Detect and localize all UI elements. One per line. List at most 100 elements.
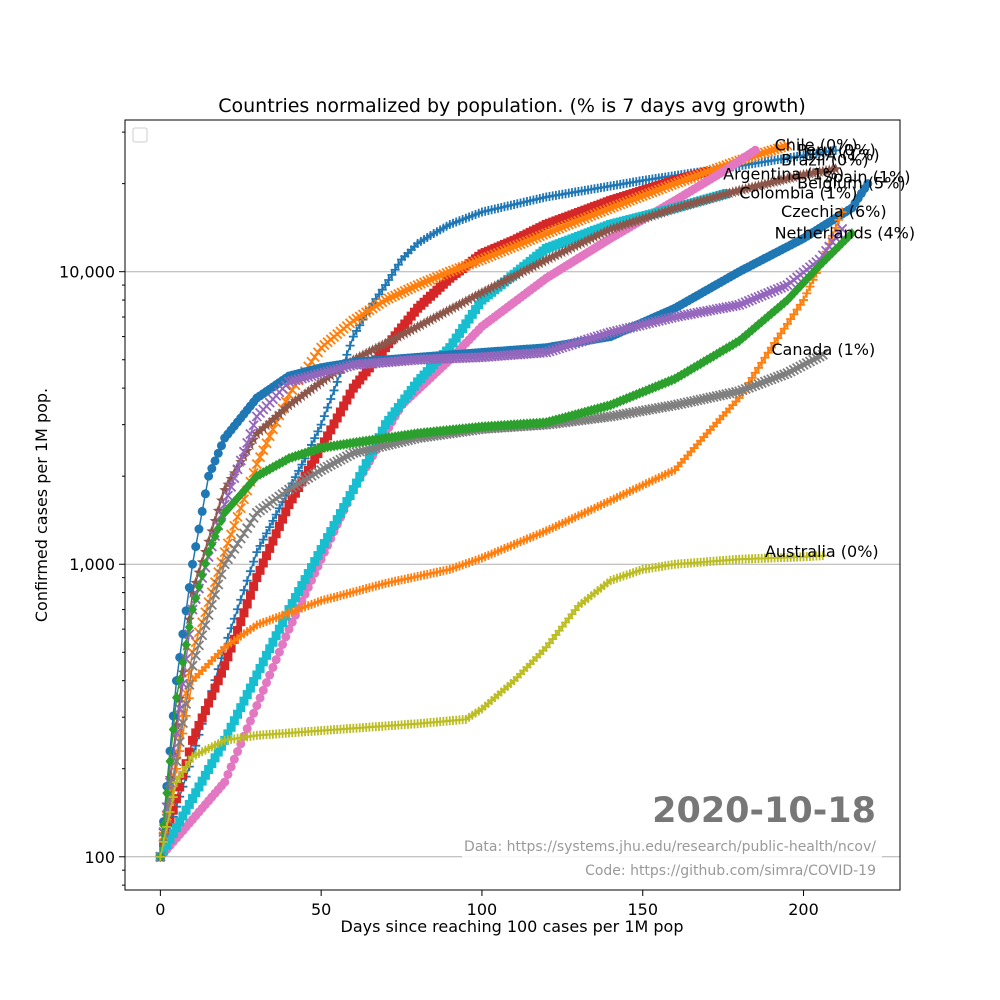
series-marker: [339, 503, 349, 513]
series-marker: [387, 270, 397, 280]
series-marker: [238, 528, 250, 539]
series-marker: [389, 332, 401, 344]
series-marker: [225, 472, 237, 484]
series-marker: [390, 265, 400, 275]
series-marker: [168, 805, 178, 815]
series-marker: [669, 178, 681, 189]
series-marker: [278, 514, 288, 524]
series-marker: [219, 546, 230, 558]
series-marker: [576, 214, 587, 225]
series-marker: [631, 193, 642, 204]
y-axis-title: Confirmed cases per 1M pop.: [32, 388, 51, 622]
series-marker: [794, 169, 806, 181]
series-marker: [669, 202, 681, 214]
series-marker: [226, 643, 236, 653]
series-marker: [646, 209, 658, 221]
series-marker: [656, 206, 668, 218]
series-marker: [271, 510, 281, 520]
series-marker: [197, 569, 207, 581]
y-tick-label: 100: [84, 848, 115, 867]
series-marker: [236, 703, 246, 713]
series-marker: [692, 170, 703, 181]
series-marker: [663, 180, 674, 192]
series-marker: [775, 174, 787, 186]
series-marker: [643, 210, 655, 222]
series-marker: [791, 170, 803, 182]
series-marker: [734, 386, 745, 397]
series-marker: [445, 343, 455, 353]
series-marker: [252, 547, 262, 557]
series-marker: [270, 410, 282, 422]
series-marker: [235, 455, 246, 466]
series-marker: [750, 145, 760, 155]
series-marker: [608, 222, 620, 234]
series-marker: [547, 345, 558, 356]
series-marker: [310, 557, 320, 567]
series-marker: [614, 220, 626, 232]
series-marker: [204, 764, 214, 774]
series-marker: [402, 325, 414, 337]
series-marker: [779, 281, 790, 292]
series-marker: [196, 556, 208, 568]
series-marker: [434, 308, 446, 320]
series-marker: [685, 172, 697, 183]
series-marker: [409, 281, 420, 292]
series-marker: [553, 343, 565, 354]
series-marker: [178, 811, 188, 821]
series-marker: [251, 458, 262, 470]
series-marker: [329, 419, 339, 429]
series-marker: [323, 403, 333, 413]
series-marker: [232, 538, 243, 549]
series-marker: [364, 452, 374, 462]
series-marker: [383, 335, 395, 347]
series-marker: [782, 319, 792, 329]
series-marker: [547, 251, 559, 263]
series-marker: [573, 215, 584, 226]
data-credit: Data: https://systems.jhu.edu/research/p…: [464, 839, 876, 855]
series-marker: [531, 232, 542, 243]
series-marker: [155, 852, 165, 862]
series-marker: [207, 759, 217, 769]
series-marker: [789, 309, 799, 319]
series-marker: [233, 747, 243, 757]
series-marker: [241, 444, 253, 456]
series-marker: [763, 146, 774, 157]
series-marker: [342, 350, 352, 360]
series-marker: [689, 171, 700, 182]
series-marker: [582, 211, 594, 223]
series-marker: [759, 289, 771, 300]
series-marker: [204, 698, 214, 708]
series-marker: [454, 262, 465, 274]
series-marker: [203, 609, 214, 621]
series-marker: [300, 575, 310, 585]
series-marker: [543, 252, 555, 264]
series-marker: [255, 541, 265, 551]
series-marker: [310, 454, 320, 464]
series-marker: [188, 735, 198, 745]
series-marker: [461, 319, 471, 329]
series-marker: [352, 326, 362, 336]
series-marker: [746, 294, 758, 305]
series-marker: [191, 542, 201, 552]
series-marker: [757, 358, 767, 368]
series-marker: [749, 180, 761, 192]
series-marker: [798, 168, 810, 180]
series-marker: [170, 719, 182, 731]
series-marker: [168, 829, 178, 839]
series-marker: [589, 332, 600, 343]
series-marker: [258, 558, 268, 568]
date-stamp: 2020-10-18: [652, 791, 876, 831]
series-marker: [707, 191, 719, 203]
code-credit: Code: https://github.com/simra/COVID-19: [585, 863, 876, 879]
series-marker: [287, 494, 297, 504]
series-marker: [287, 384, 298, 396]
series-marker: [589, 209, 600, 220]
series-marker: [289, 394, 301, 406]
series-marker: [508, 270, 520, 282]
series-marker: [570, 338, 581, 349]
series-marker: [779, 141, 790, 152]
series-marker: [675, 200, 687, 212]
series-marker: [753, 291, 764, 303]
series-marker: [489, 280, 501, 292]
series-marker: [277, 405, 289, 417]
